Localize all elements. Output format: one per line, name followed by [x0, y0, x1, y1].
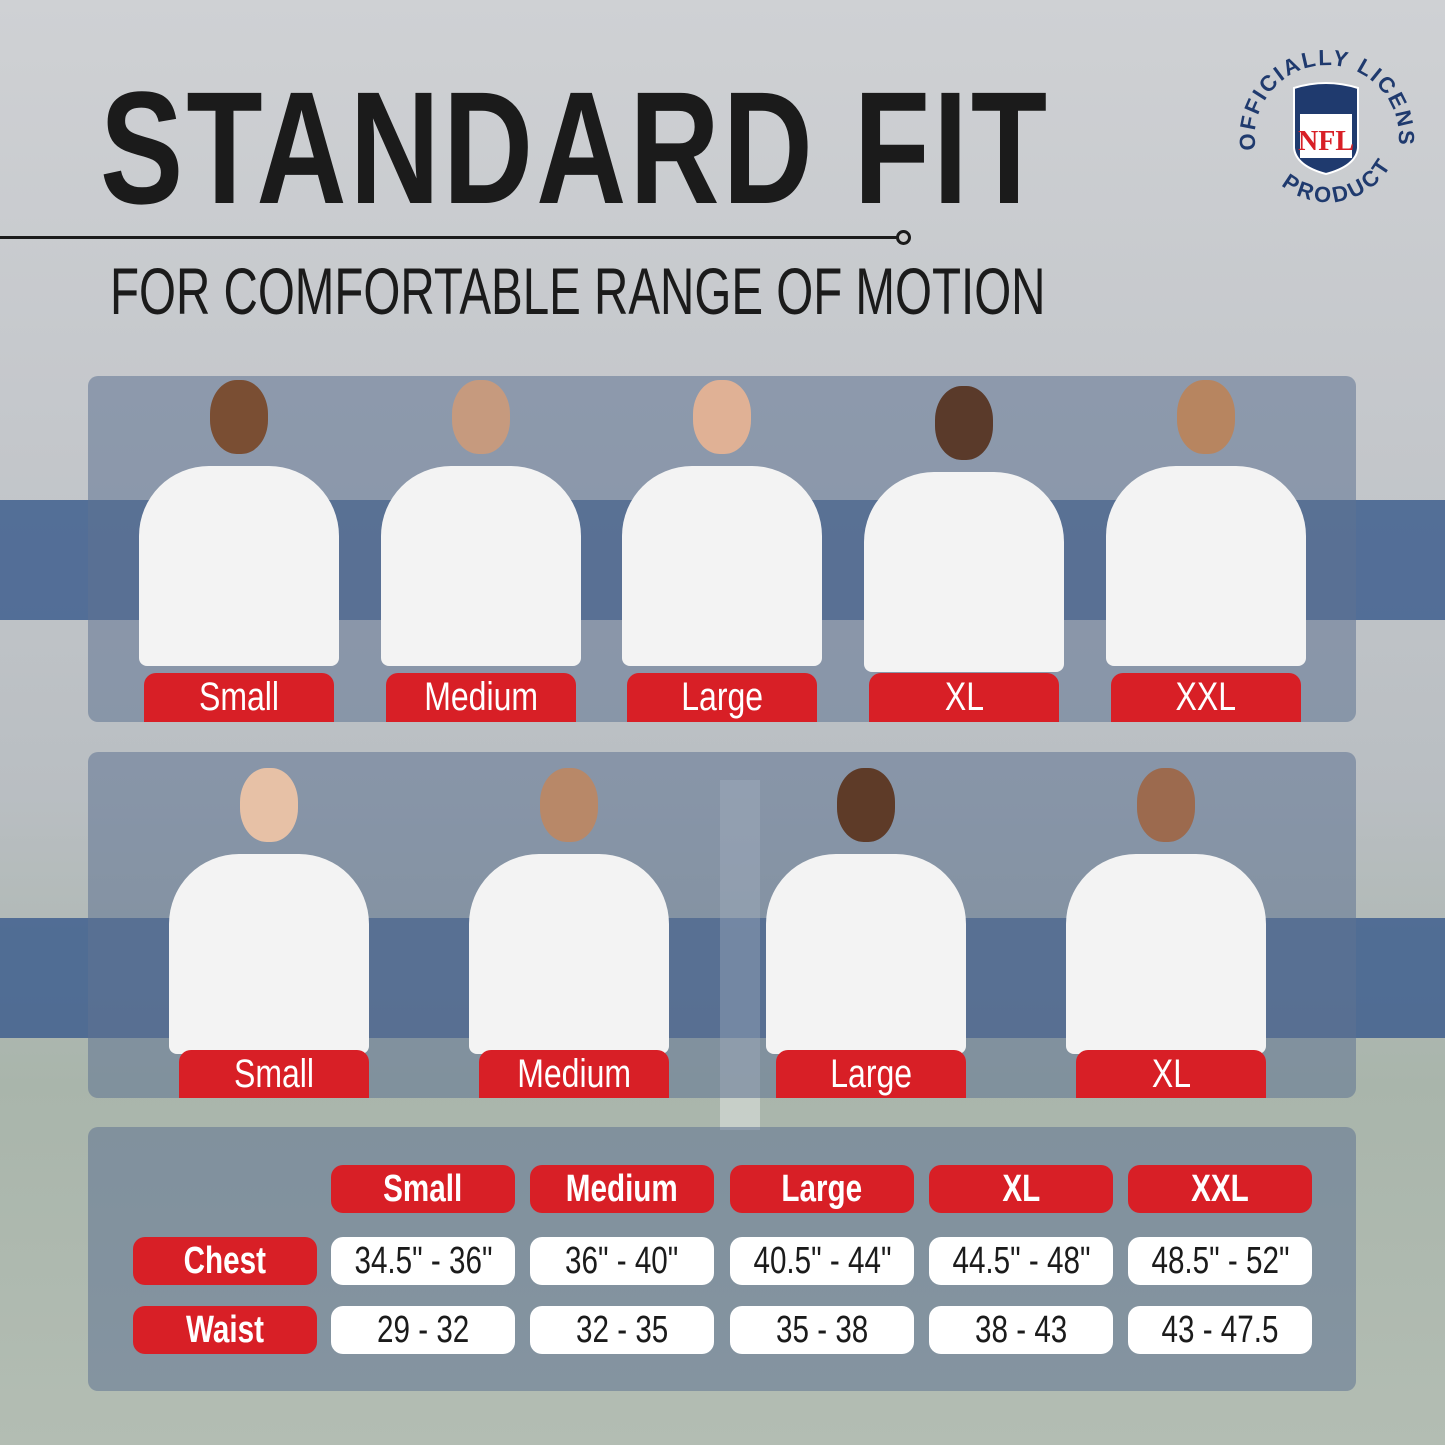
sweatshirt	[1106, 466, 1306, 666]
model-photo	[139, 380, 339, 680]
size-label-men-1: Medium	[386, 673, 576, 722]
column-header-small-label: Small	[383, 1168, 463, 1210]
size-label-women-0: Small	[179, 1050, 369, 1098]
table-cell: 36" - 40"	[530, 1237, 714, 1285]
model-photo	[864, 386, 1064, 686]
size-label-men-3: XL	[869, 673, 1059, 722]
table-cell: 44.5" - 48"	[929, 1237, 1113, 1285]
size-label-men-4-label: XXL	[1175, 675, 1237, 719]
model-head	[693, 380, 751, 454]
nfl-licensed-seal-logo: OFFICIALLY LICENSED PRODUCT NFL	[1228, 30, 1417, 208]
row-label-waist: Waist	[133, 1306, 317, 1354]
size-label-men-2: Large	[627, 673, 817, 722]
size-label-women-1-label: Medium	[517, 1052, 631, 1096]
column-header-large-label: Large	[781, 1168, 863, 1210]
model-photo	[1106, 380, 1306, 680]
sweatshirt	[139, 466, 339, 666]
size-label-women-1: Medium	[479, 1050, 669, 1098]
model-photo	[1066, 768, 1266, 1068]
model-photo	[381, 380, 581, 680]
table-cell-label: 29 - 32	[376, 1309, 470, 1351]
column-header-xxl: XXL	[1128, 1165, 1312, 1213]
column-header-xxl-label: XXL	[1191, 1168, 1249, 1210]
men-panel: Small Medium Large XL XXL	[88, 376, 1356, 722]
table-cell: 48.5" - 52"	[1128, 1237, 1312, 1285]
size-label-women-2-label: Large	[830, 1052, 912, 1096]
sweatshirt	[1066, 854, 1266, 1054]
page-subtitle: FOR COMFORTABLE RANGE OF MOTION	[110, 254, 1046, 328]
model-head	[1137, 768, 1195, 842]
size-label-women-2: Large	[776, 1050, 966, 1098]
size-label-men-0: Small	[144, 673, 334, 722]
women-panel: Small Medium Large XL	[88, 752, 1356, 1098]
model-photo	[169, 768, 369, 1068]
model-photo	[622, 380, 822, 680]
model-head	[540, 768, 598, 842]
row-label-chest-label: Chest	[183, 1240, 267, 1282]
table-cell: 29 - 32	[331, 1306, 515, 1354]
table-cell-label: 32 - 35	[575, 1309, 669, 1351]
table-cell-label: 36" - 40"	[565, 1240, 679, 1282]
table-cell-label: 44.5" - 48"	[951, 1240, 1091, 1282]
table-cell: 35 - 38	[730, 1306, 914, 1354]
table-cell-label: 35 - 38	[775, 1309, 869, 1351]
model-head	[210, 380, 268, 454]
model-head	[837, 768, 895, 842]
model-head	[452, 380, 510, 454]
size-label-men-2-label: Large	[681, 675, 763, 719]
column-header-large: Large	[730, 1165, 914, 1213]
svg-text:NFL: NFL	[1298, 126, 1354, 157]
model-head	[1177, 380, 1235, 454]
divider-end-dot	[896, 230, 911, 245]
table-cell-label: 48.5" - 52"	[1150, 1240, 1290, 1282]
sweatshirt	[381, 466, 581, 666]
size-label-men-3-label: XL	[944, 675, 984, 719]
table-cell-label: 38 - 43	[974, 1309, 1068, 1351]
size-label-women-3: XL	[1076, 1050, 1266, 1098]
sweatshirt	[766, 854, 966, 1054]
row-label-chest: Chest	[133, 1237, 317, 1285]
column-header-medium-label: Medium	[566, 1168, 678, 1210]
column-header-medium: Medium	[530, 1165, 714, 1213]
size-label-men-1-label: Medium	[424, 675, 538, 719]
size-label-men-0-label: Small	[198, 675, 280, 719]
model-head	[240, 768, 298, 842]
sweatshirt	[169, 854, 369, 1054]
column-header-xl-label: XL	[1002, 1168, 1040, 1210]
table-cell: 34.5" - 36"	[331, 1237, 515, 1285]
table-cell-label: 40.5" - 44"	[752, 1240, 892, 1282]
table-cell: 38 - 43	[929, 1306, 1113, 1354]
sweatshirt	[622, 466, 822, 666]
size-label-women-3-label: XL	[1151, 1052, 1191, 1096]
size-label-men-4: XXL	[1111, 673, 1301, 722]
sweatshirt	[864, 472, 1064, 672]
column-header-small: Small	[331, 1165, 515, 1213]
model-photo	[766, 768, 966, 1068]
column-header-xl: XL	[929, 1165, 1113, 1213]
page-title: STANDARD FIT	[100, 58, 1051, 237]
table-cell: 43 - 47.5	[1128, 1306, 1312, 1354]
table-cell: 32 - 35	[530, 1306, 714, 1354]
model-head	[935, 386, 993, 460]
table-cell-label: 34.5" - 36"	[353, 1240, 493, 1282]
size-table: Small Medium Large XL XXL Chest 34.5" - 36" 36"…	[88, 1127, 1356, 1391]
table-cell-label: 43 - 47.5	[1161, 1309, 1279, 1351]
size-label-women-0-label: Small	[233, 1052, 315, 1096]
row-label-waist-label: Waist	[186, 1309, 264, 1351]
table-cell: 40.5" - 44"	[730, 1237, 914, 1285]
sweatshirt	[469, 854, 669, 1054]
divider	[0, 236, 898, 239]
model-photo	[469, 768, 669, 1068]
